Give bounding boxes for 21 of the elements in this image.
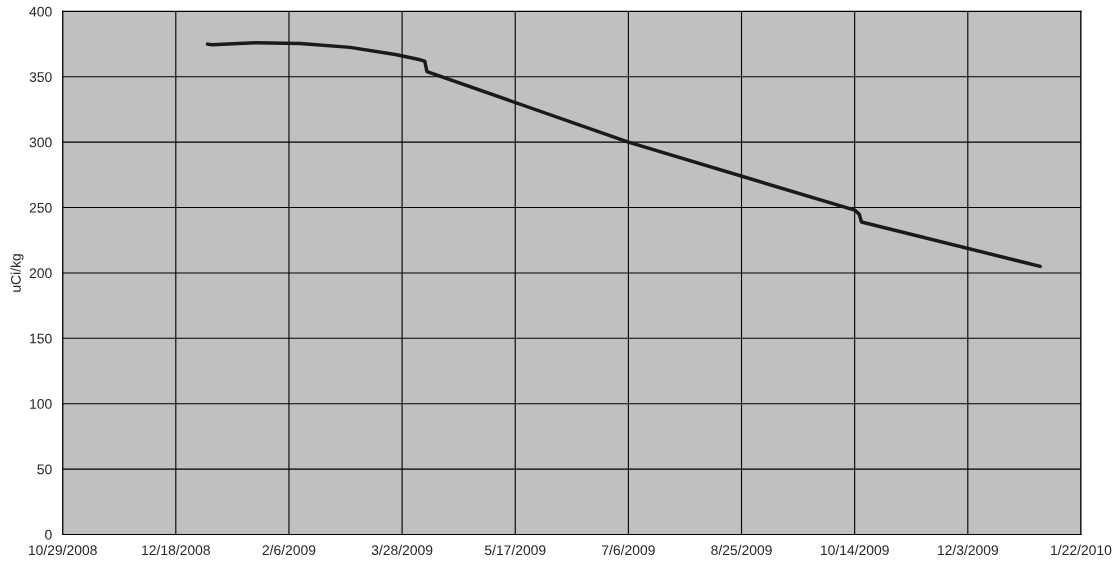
x-tick-label: 1/22/2010: [1051, 544, 1112, 556]
y-tick-label: 0: [45, 529, 52, 540]
x-tick-label: 10/14/2009: [820, 544, 889, 556]
x-tick-label: 8/25/2009: [711, 544, 772, 556]
x-tick-label: 3/28/2009: [371, 544, 433, 556]
y-tick-label: 400: [29, 6, 52, 17]
y-tick-label: 250: [29, 202, 52, 213]
line-series: [205, 41, 1042, 269]
y-tick-label: 50: [37, 464, 52, 475]
y-tick-label: 100: [30, 399, 52, 409]
y-tick-label: 300: [29, 137, 52, 148]
x-tick-label: 7/6/2009: [602, 544, 655, 556]
x-tick-label: 2/6/2009: [262, 544, 316, 556]
y-tick-label: 150: [30, 333, 52, 344]
y-axis-title: uCi/kg: [10, 254, 24, 292]
y-tick-label: 200: [29, 268, 52, 279]
x-tick-label: 12/3/2009: [937, 544, 999, 556]
x-tick-label: 5/17/2009: [484, 544, 546, 556]
x-tick-label: 10/29/2008: [28, 544, 97, 556]
y-tick-label: 350: [29, 72, 52, 82]
x-tick-label: 12/18/2008: [142, 544, 210, 556]
